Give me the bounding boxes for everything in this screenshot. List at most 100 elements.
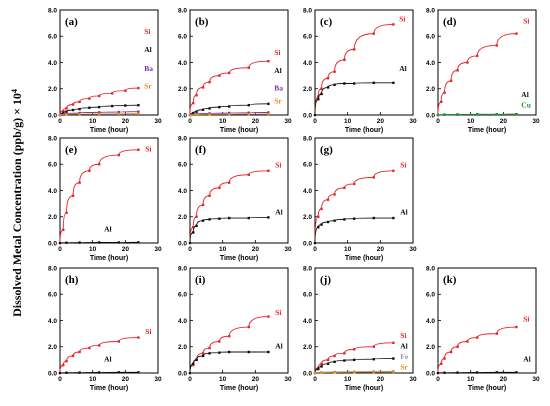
data-point-si [65, 211, 68, 215]
data-point-si [247, 173, 250, 176]
x-tick-label: 0 [188, 376, 192, 383]
panels-group: 0.0 2.0 4.0 6.0 8.0 0 10 20 30 Time (hour) (a) Si Al… [48, 7, 540, 392]
panel-label: (k) [443, 274, 457, 286]
x-tick-label: 30 [532, 118, 540, 125]
y-tick-label: 8.0 [178, 135, 187, 142]
y-tick-label: 6.0 [48, 34, 57, 41]
data-point-al [98, 241, 101, 244]
x-axis-label: Time (hour) [345, 127, 383, 134]
y-tick-label: 2.0 [303, 344, 312, 351]
data-point-sr [98, 112, 101, 116]
data-point-si [247, 325, 250, 329]
y-tick-label: 2.0 [303, 86, 312, 93]
y-tick-label: 0.0 [178, 240, 187, 247]
data-point-al [326, 362, 330, 366]
x-tick-label: 10 [219, 246, 227, 253]
series-label-si: Si [274, 48, 280, 57]
data-point-si [443, 357, 446, 360]
data-point-si [201, 203, 205, 207]
x-tick-label: 10 [344, 376, 352, 383]
data-point-al [343, 82, 346, 85]
data-point-si [392, 23, 395, 26]
series-label-cu: Cu [521, 101, 531, 110]
panel-p1: 0.0 2.0 4.0 6.0 8.0 0 10 20 30 Time (hour) (b) Si Al… [178, 7, 292, 134]
data-point-si [62, 363, 65, 367]
y-tick-label: 4.0 [303, 188, 312, 195]
data-point-al [78, 241, 81, 244]
series-label-al: Al [400, 208, 408, 217]
data-point-sr [333, 371, 336, 374]
y-tick-label: 8.0 [303, 265, 312, 272]
data-point-si [320, 207, 323, 211]
data-point-si [515, 32, 518, 35]
x-tick-label: 0 [313, 376, 317, 383]
x-axis-label: Time (hour) [90, 255, 128, 262]
data-point-al [124, 104, 127, 107]
x-tick-label: 10 [89, 376, 97, 383]
x-tick-label: 10 [89, 118, 97, 125]
data-point-si [353, 48, 356, 51]
y-tick-label: 2.0 [178, 86, 187, 93]
data-point-si [124, 89, 127, 92]
data-point-si [466, 61, 469, 64]
data-point-si [466, 340, 469, 343]
y-tick-label: 0.0 [48, 240, 57, 247]
data-point-al [392, 357, 395, 360]
panel-label: (g) [320, 144, 333, 156]
data-point-sr [353, 371, 356, 374]
figure-y-axis-label-superscript: 4 [10, 89, 19, 93]
data-point-si [78, 181, 81, 184]
series-line-si [314, 23, 394, 116]
data-point-al [247, 350, 250, 354]
data-point-al [78, 107, 81, 111]
x-axis-label: Time (hour) [90, 385, 128, 392]
data-point-si [476, 54, 479, 58]
series-line-si [59, 87, 139, 116]
data-point-al [313, 113, 317, 117]
y-tick-label: 6.0 [178, 292, 187, 299]
x-axis-label: Time (hour) [345, 255, 383, 262]
data-point-al [228, 216, 231, 220]
y-tick-label: 8.0 [48, 265, 57, 272]
x-tick-label: 30 [532, 376, 540, 383]
data-point-si [65, 107, 68, 110]
data-point-si [78, 350, 81, 354]
data-point-al [208, 352, 211, 355]
data-point-sr [320, 371, 323, 374]
x-tick-label: 10 [219, 376, 227, 383]
series-line-al [314, 82, 394, 116]
data-point-al [317, 98, 320, 101]
data-point-sr [247, 112, 250, 116]
series-label-si: Si [400, 331, 406, 340]
data-point-al [195, 224, 198, 228]
x-tick-label: 20 [377, 376, 385, 383]
data-point-si [515, 325, 518, 329]
y-tick-label: 6.0 [426, 292, 435, 299]
x-tick-label: 0 [313, 118, 317, 125]
x-tick-label: 0 [313, 246, 317, 253]
data-point-si [228, 335, 231, 338]
data-point-cu [456, 113, 459, 116]
data-point-al [320, 223, 323, 226]
x-tick-label: 20 [377, 246, 385, 253]
series-label-sr: Sr [400, 363, 408, 372]
data-point-si [208, 80, 211, 84]
data-point-al [228, 350, 231, 354]
series-line-si [437, 326, 517, 374]
data-point-al [58, 371, 62, 375]
x-tick-label: 10 [219, 118, 227, 125]
data-point-al [495, 371, 498, 374]
x-tick-label: 30 [284, 246, 292, 253]
y-tick-label: 6.0 [48, 292, 57, 299]
data-point-si [449, 350, 453, 354]
data-point-si [247, 66, 250, 69]
series-line-si [59, 337, 139, 374]
data-point-si [218, 340, 221, 343]
data-point-si [456, 69, 459, 72]
x-tick-label: 0 [188, 118, 192, 125]
y-tick-label: 2.0 [48, 214, 57, 221]
data-point-al [392, 81, 395, 85]
data-point-al [58, 241, 62, 245]
data-point-al [208, 218, 211, 221]
y-tick-label: 2.0 [178, 344, 187, 351]
